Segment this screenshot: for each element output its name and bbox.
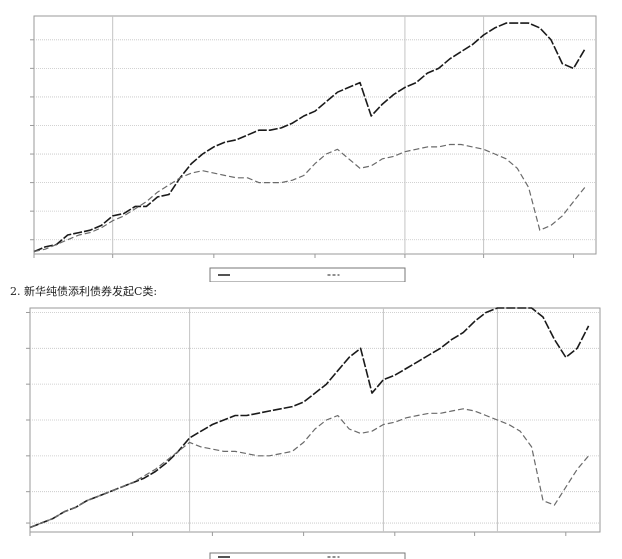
legend-box [209, 267, 406, 282]
chart-caption: 2. 新华纯债添利债券发起C类: [10, 285, 158, 298]
legend [209, 552, 406, 559]
fund-nav-series-line [33, 22, 586, 253]
chart-panel-1 [30, 15, 597, 282]
line-chart-2 [26, 307, 601, 559]
chart-panel-2 [0, 300, 622, 559]
benchmark-series-line [33, 143, 586, 253]
plot-area [33, 15, 597, 255]
line-chart-1 [30, 15, 597, 282]
legend-box [209, 552, 406, 559]
legend [209, 267, 406, 282]
benchmark-series-line [29, 408, 590, 529]
